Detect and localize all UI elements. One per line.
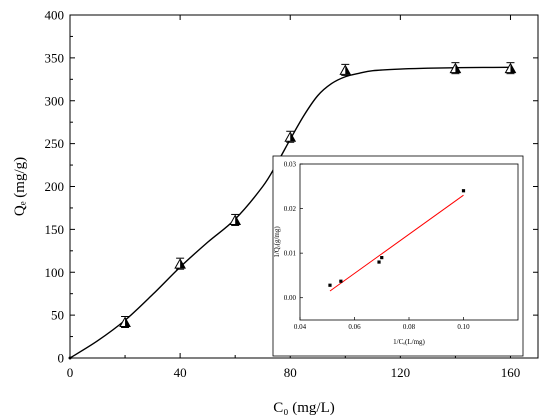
inset-fit-line <box>329 194 464 292</box>
data-point-fill <box>180 259 186 269</box>
inset-y-tick-label: 0.01 <box>284 250 297 258</box>
inset-data-point <box>339 279 343 283</box>
inset-x-axis-label: 1/Cₑ(L/mg) <box>393 338 425 346</box>
inset-y-tick-label: 0.02 <box>284 205 297 213</box>
fit-curve <box>69 66 511 359</box>
y-axis-label: Qₑ (mg/g) <box>12 157 28 216</box>
x-tick-label: 40 <box>174 365 187 380</box>
y-tick-label: 400 <box>45 8 65 23</box>
data-point <box>339 63 352 76</box>
y-tick-label: 0 <box>58 351 65 366</box>
x-tick-label: 80 <box>284 365 297 380</box>
data-point <box>119 315 131 328</box>
data-point-fill <box>235 215 241 225</box>
inset-x-tick-label: 0.06 <box>348 323 361 331</box>
y-tick-label: 350 <box>45 50 65 65</box>
data-point <box>449 62 462 75</box>
x-tick-label: 120 <box>391 365 411 380</box>
y-tick-label: 50 <box>51 308 64 323</box>
data-point <box>284 130 297 143</box>
x-tick-label: 160 <box>501 365 521 380</box>
inset-data-point <box>461 189 466 193</box>
data-point <box>229 213 242 226</box>
data-point <box>68 356 72 360</box>
inset-data-point <box>328 283 332 287</box>
y-tick-label: 250 <box>45 136 65 151</box>
y-tick-label: 300 <box>45 93 65 108</box>
data-point-fill <box>455 63 461 73</box>
inset-y-axis-label: 1/Qₑ(g/mg) <box>273 226 281 258</box>
inset-data-point <box>377 260 381 264</box>
inset-panel <box>272 155 524 357</box>
inset-x-tick-label: 0.10 <box>457 323 470 331</box>
y-tick-label: 100 <box>45 265 65 280</box>
inset-x-tick-label: 0.04 <box>294 323 307 331</box>
data-point <box>504 62 517 75</box>
x-axis-label: C₀ (mg/L) <box>273 400 334 416</box>
y-tick-label: 200 <box>45 179 65 194</box>
data-point-marker <box>68 356 72 360</box>
inset-chart: 0.04 0.06 0.08 0.10 0.00 0.01 0.02 0.03 1/Cₑ(L/m… <box>272 155 524 357</box>
main-chart: 0 40 80 120 160 0 50 100 150 200 250 300 350 400 C₀ (m… <box>12 8 539 416</box>
data-point-fill <box>510 63 516 73</box>
y-tick-label: 150 <box>45 222 65 237</box>
data-point-fill <box>125 317 131 327</box>
data-point <box>174 257 186 270</box>
inset-x-tick-label: 0.08 <box>403 323 416 331</box>
inset-data-point <box>380 256 384 260</box>
inset-y-tick-label: 0.03 <box>284 161 297 169</box>
inset-y-tick-label: 0.00 <box>284 294 297 302</box>
data-point-fill <box>290 132 296 142</box>
data-point-fill <box>345 65 351 75</box>
x-tick-label: 0 <box>67 365 74 380</box>
